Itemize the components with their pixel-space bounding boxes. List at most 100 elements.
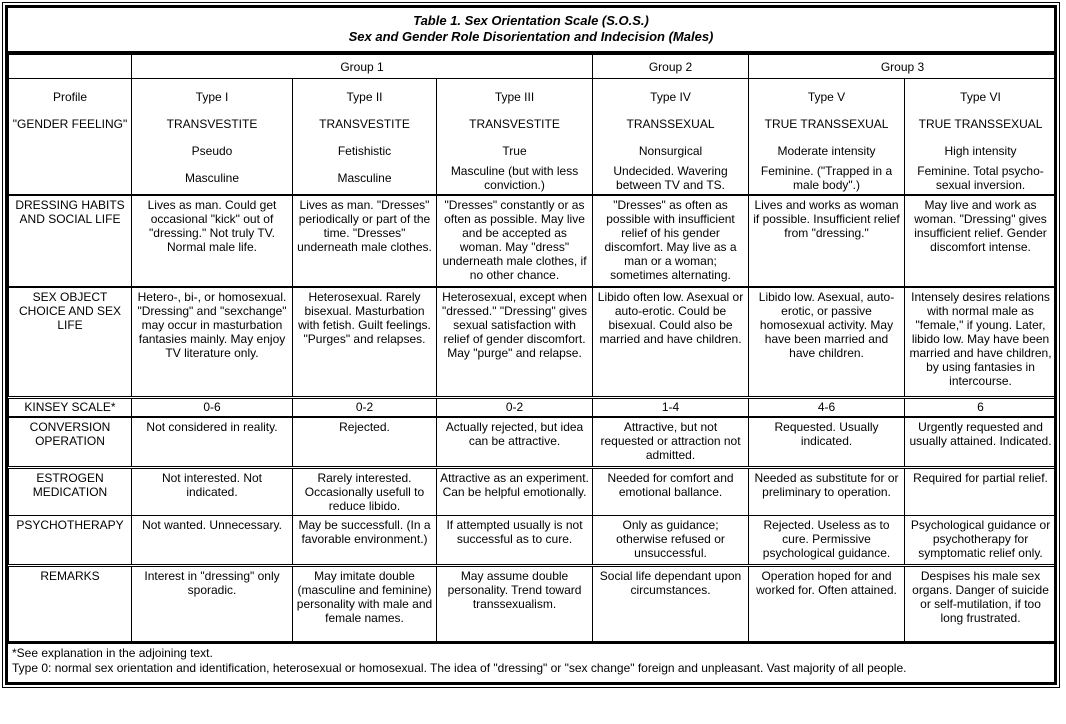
- type-gender-feeling: Feminine. Total psycho-sexual inversion.: [917, 164, 1044, 192]
- type-gender-feeling: Masculine (but with less conviction.): [450, 164, 579, 192]
- type-5-header-cell: Type V TRUE TRANSSEXUAL Moderate intensi…: [748, 78, 906, 196]
- type-2-header-cell: Type II TRANSVESTITE Fetishistic Masculi…: [292, 78, 437, 196]
- data-cell: Psychological guidance or psychotherapy …: [904, 514, 1058, 566]
- data-cell: Lives as man. Could get occasional "kick…: [131, 194, 293, 288]
- data-cell: 6: [904, 395, 1058, 418]
- type-category: TRANSVESTITE: [166, 116, 258, 131]
- data-cell: Social life dependant upon circumstances…: [592, 563, 750, 642]
- data-cell: May imitate double (masculine and femini…: [292, 563, 437, 642]
- data-cell: Only as guidance; otherwise refused or u…: [592, 514, 750, 566]
- data-cell: May be successfull. (In a favorable envi…: [292, 514, 437, 566]
- table-outer-frame: Table 1. Sex Orientation Scale (S.O.S.) …: [2, 2, 1060, 688]
- table-row-psychotherapy: PSYCHOTHERAPY Not wanted. Unnecessary. M…: [8, 514, 1058, 566]
- data-cell: Not considered in reality.: [131, 416, 293, 468]
- row-label: CONVERSION OPERATION: [8, 416, 132, 468]
- data-cell: Attractive, but not requested or attract…: [592, 416, 750, 468]
- type-category: TRANSSEXUAL: [626, 116, 715, 131]
- data-cell: Despises his male sex organs. Danger of …: [904, 563, 1058, 642]
- type-gender-feeling: Feminine. ("Trapped in a male body".): [760, 164, 893, 192]
- table-title-line2: Sex and Gender Role Disorientation and I…: [348, 29, 714, 44]
- data-cell: May live and work as woman. "Dressing" g…: [904, 194, 1058, 288]
- data-cell: Needed for comfort and emotional ballanc…: [592, 465, 750, 516]
- data-cell: Interest in "dressing" only sporadic.: [131, 563, 293, 642]
- row-label: PSYCHOTHERAPY: [8, 514, 132, 566]
- data-cell: Urgently requested and usually attained.…: [904, 416, 1058, 468]
- data-cell: Needed as substitute for or preliminary …: [748, 465, 906, 516]
- data-cell: 0-6: [131, 395, 293, 418]
- type-4-header-cell: Type IV TRANSSEXUAL Nonsurgical Undecide…: [592, 78, 750, 196]
- data-cell: 1-4: [592, 395, 750, 418]
- table-footnotes: *See explanation in the adjoining text. …: [8, 641, 1054, 682]
- table-row-dressing-habits: DRESSING HABITS AND SOCIAL LIFE Lives as…: [8, 194, 1058, 288]
- type-name: Type IV: [650, 89, 691, 104]
- data-cell: Rarely interested. Occasionally usefull …: [292, 465, 437, 516]
- type-subtype: Fetishistic: [337, 143, 392, 158]
- type-subtype: Moderate intensity: [777, 143, 876, 158]
- data-cell: 0-2: [292, 395, 437, 418]
- type-6-header-cell: Type VI TRUE TRANSSEXUAL High intensity …: [904, 78, 1058, 196]
- row-label: REMARKS: [8, 563, 132, 642]
- type-category: TRANSVESTITE: [469, 116, 560, 131]
- data-cell: Requested. Usually indicated.: [748, 416, 906, 468]
- data-cell: May assume double personality. Trend tow…: [435, 563, 594, 642]
- row-label: KINSEY SCALE*: [8, 395, 132, 418]
- group-1-header-cell: Group 1: [130, 54, 594, 79]
- type-1-header-cell: Type I TRANSVESTITE Pseudo Masculine: [131, 78, 293, 196]
- data-cell: "Dresses" constantly or as often as poss…: [435, 194, 594, 288]
- data-cell: Actually rejected, but idea can be attra…: [435, 416, 594, 468]
- table-title: Table 1. Sex Orientation Scale (S.O.S.) …: [8, 8, 1054, 54]
- row-label: DRESSING HABITS AND SOCIAL LIFE: [8, 194, 132, 288]
- data-cell: Not interested. Not indicated.: [131, 465, 293, 516]
- data-cell: Intensely desires relations with normal …: [904, 286, 1058, 398]
- profile-label-line2: "GENDER FEELING": [12, 116, 128, 131]
- type-category: TRANSVESTITE: [319, 116, 410, 131]
- type-gender-feeling: Undecided. Wavering between TV and TS.: [613, 164, 728, 192]
- group-2-header-cell: Group 2: [592, 54, 750, 79]
- data-cell: 4-6: [748, 395, 906, 418]
- type-name: Type III: [494, 89, 535, 104]
- table-row-remarks: REMARKS Interest in "dressing" only spor…: [8, 563, 1058, 642]
- type-subtype: True: [502, 143, 527, 158]
- data-cell: Attractive as an experiment. Can be help…: [435, 465, 594, 516]
- table-inner-frame: Table 1. Sex Orientation Scale (S.O.S.) …: [5, 5, 1058, 685]
- type-category: TRUE TRANSSEXUAL: [918, 116, 1043, 131]
- table-row-kinsey-scale: KINSEY SCALE* 0-6 0-2 0-2 1-4 4-6 6: [8, 395, 1058, 418]
- type-subtype: High intensity: [944, 143, 1017, 158]
- group-3-header-cell: Group 3: [748, 54, 1058, 79]
- data-cell: Libido often low. Asexual or auto-erotic…: [592, 286, 750, 398]
- data-cell: "Dresses" as often as possible with insu…: [592, 194, 750, 288]
- data-cell: Lives as man. "Dresses" periodically or …: [292, 194, 437, 288]
- row-label: ESTROGEN MEDICATION: [8, 465, 132, 516]
- data-cell: Hetero-, bi-, or homosexual. "Dressing" …: [131, 286, 293, 398]
- type-gender-feeling: Masculine: [337, 170, 392, 185]
- data-cell: 0-2: [435, 395, 594, 418]
- table-row-estrogen-medication: ESTROGEN MEDICATION Not interested. Not …: [8, 465, 1058, 516]
- type-3-header-cell: Type III TRANSVESTITE True Masculine (bu…: [435, 78, 594, 196]
- profile-header-row: Profile "GENDER FEELING" Type I TRANSVES…: [8, 78, 1058, 196]
- row-label: SEX OBJECT CHOICE AND SEX LIFE: [8, 286, 132, 398]
- type-subtype: Nonsurgical: [638, 143, 703, 158]
- corner-cell: [8, 54, 132, 79]
- data-cell: Rejected. Useless as to cure. Permissive…: [748, 514, 906, 566]
- data-cell: Lives and works as woman if possible. In…: [748, 194, 906, 288]
- type-gender-feeling: Masculine: [184, 170, 240, 185]
- data-cell: Not wanted. Unnecessary.: [131, 514, 293, 566]
- type-category: TRUE TRANSSEXUAL: [764, 116, 889, 131]
- type-name: Type I: [195, 89, 229, 104]
- table-row-conversion-operation: CONVERSION OPERATION Not considered in r…: [8, 416, 1058, 468]
- data-cell: Heterosexual, except when "dressed." "Dr…: [435, 286, 594, 398]
- group-header-row: Group 1 Group 2 Group 3: [8, 54, 1058, 79]
- data-cell: Required for partial relief.: [904, 465, 1058, 516]
- data-cell: Rejected.: [292, 416, 437, 468]
- table-title-line1: Table 1. Sex Orientation Scale (S.O.S.): [413, 13, 649, 28]
- profile-label-line1: Profile: [52, 89, 87, 104]
- data-cell: Libido low. Asexual, auto-erotic, or pas…: [748, 286, 906, 398]
- row-label-profile: Profile "GENDER FEELING": [8, 78, 132, 196]
- data-cell: Operation hoped for and worked for. Ofte…: [748, 563, 906, 642]
- data-cell: If attempted usually is not successful a…: [435, 514, 594, 566]
- table-row-sex-object-choice: SEX OBJECT CHOICE AND SEX LIFE Hetero-, …: [8, 286, 1058, 398]
- footnote-line-2: Type 0: normal sex orientation and ident…: [12, 660, 907, 675]
- data-cell: Heterosexual. Rarely bisexual. Masturbat…: [292, 286, 437, 398]
- sos-table: Group 1 Group 2 Group 3 Profile "GENDER …: [8, 54, 1058, 642]
